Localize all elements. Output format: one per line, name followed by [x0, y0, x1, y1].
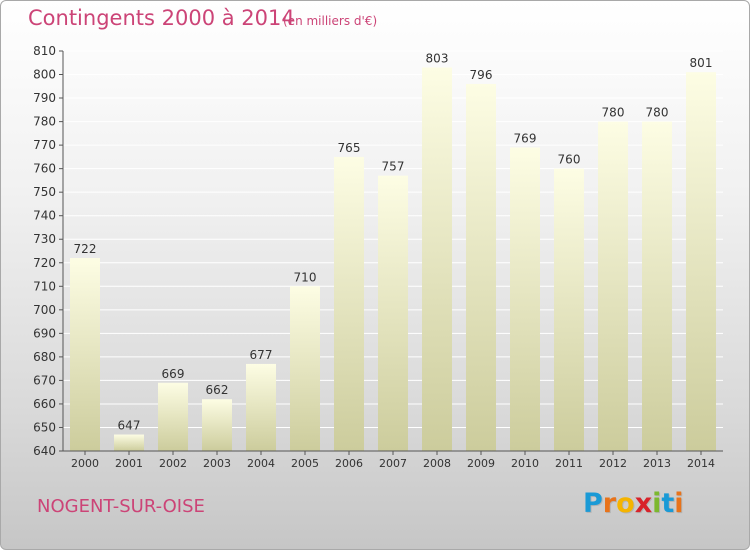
x-tick-label-2007: 2007: [379, 457, 407, 470]
commune-name: NOGENT-SUR-OISE: [37, 496, 205, 517]
y-tick-label: 810: [33, 44, 56, 58]
y-tick-label: 650: [33, 420, 56, 434]
data-label-2011: 760: [558, 153, 581, 167]
x-axis: 2000 2001 2002 2003 2004 2005 2006 2007 2008 2009…: [63, 450, 723, 470]
data-label-2012: 780: [602, 106, 625, 120]
brand-letter: r: [602, 488, 617, 519]
brand-letter: P: [583, 488, 603, 519]
data-label-2002: 669: [162, 367, 185, 381]
data-labels: 722 647 669 662 677 710 765 757 803 796 769 760 780 7…: [74, 51, 713, 432]
brand-letter: o: [616, 488, 635, 519]
y-tick-label: 710: [33, 279, 56, 293]
bar-2009: [466, 83, 496, 452]
x-tick-label-2006: 2006: [335, 457, 363, 470]
data-label-2004: 677: [250, 348, 273, 362]
brand-letter: i: [652, 488, 662, 519]
x-tick-label-2014: 2014: [687, 457, 715, 470]
bar-2001: [114, 434, 144, 451]
y-tick-label: 780: [33, 115, 56, 129]
x-tick-label-2009: 2009: [467, 457, 495, 470]
y-tick-label: 680: [33, 350, 56, 364]
y-tick-label: 770: [33, 138, 56, 152]
y-tick-label: 750: [33, 185, 56, 199]
bar-2013: [642, 121, 672, 452]
data-label-2009: 796: [470, 68, 493, 82]
y-tick-label: 700: [33, 303, 56, 317]
x-tick-label-2003: 2003: [203, 457, 231, 470]
y-tick-label: 690: [33, 326, 56, 340]
bar-2007: [378, 175, 408, 452]
bar-2000: [70, 258, 100, 451]
x-tick-label-2013: 2013: [643, 457, 671, 470]
x-tick-label-2010: 2010: [511, 457, 539, 470]
y-tick-label: 640: [33, 444, 56, 458]
y-tick-label: 660: [33, 397, 56, 411]
x-tick-label-2004: 2004: [247, 457, 275, 470]
brand-logo: Proxiti: [583, 488, 684, 519]
y-tick-label: 760: [33, 162, 56, 176]
y-tick-label: 730: [33, 232, 56, 246]
brand-letter: x: [634, 488, 653, 519]
bar-2003: [202, 399, 232, 451]
brand-letter: t: [661, 488, 675, 519]
brand-letter: i: [674, 488, 684, 519]
bar-2002: [158, 382, 188, 451]
bar-2005: [290, 286, 320, 451]
bar-2011: [554, 168, 584, 451]
y-tick-label: 720: [33, 256, 56, 270]
x-tick-label-2002: 2002: [159, 457, 187, 470]
data-label-2005: 710: [294, 270, 317, 284]
y-tick-label: 740: [33, 209, 56, 223]
bar-2010: [510, 147, 540, 451]
bar-2006: [334, 156, 364, 451]
data-label-2003: 662: [206, 383, 229, 397]
x-tick-label-2008: 2008: [423, 457, 451, 470]
x-tick-label-2005: 2005: [291, 457, 319, 470]
y-tick-label: 670: [33, 373, 56, 387]
chart-title: Contingents 2000 à 2014: [28, 6, 295, 30]
data-label-2001: 647: [118, 419, 141, 433]
data-label-2007: 757: [382, 160, 405, 174]
data-label-2000: 722: [74, 242, 97, 256]
bar-2004: [246, 363, 276, 451]
data-label-2013: 780: [646, 106, 669, 120]
bar-2008: [422, 67, 452, 452]
bar-2012: [598, 121, 628, 452]
bars: [70, 67, 716, 452]
x-tick-label-2001: 2001: [115, 457, 143, 470]
y-tick-label: 790: [33, 91, 56, 105]
bar-2014: [686, 72, 716, 452]
chart-subtitle: (en milliers d'€): [283, 14, 378, 28]
data-label-2008: 803: [426, 51, 449, 65]
y-axis: 640 650 660 670 680 690 700 710 720 730 740 750 760 7…: [33, 44, 64, 458]
data-label-2006: 765: [338, 141, 361, 155]
data-label-2014: 801: [690, 56, 713, 70]
y-tick-label: 800: [33, 68, 56, 82]
x-tick-label-2012: 2012: [599, 457, 627, 470]
x-tick-label-2000: 2000: [71, 457, 99, 470]
x-tick-label-2011: 2011: [555, 457, 583, 470]
data-label-2010: 769: [514, 131, 537, 145]
